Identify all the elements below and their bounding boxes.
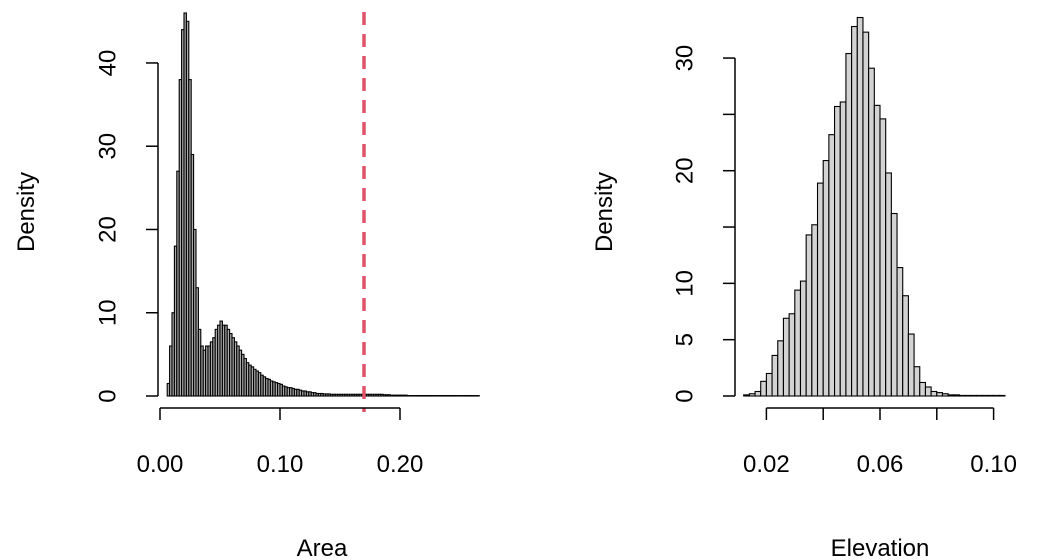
elevation-bar-33 bbox=[930, 390, 938, 397]
elevation-x-tick-label-2: 0.06 bbox=[857, 451, 904, 478]
elevation-bar-40 bbox=[970, 394, 978, 397]
area-y-tick-label-0: 0 bbox=[95, 389, 122, 402]
elevation-bar-12 bbox=[811, 224, 819, 397]
elevation-y-tick-label-6: 30 bbox=[672, 45, 699, 72]
area-y-axis: 0 10 20 30 40 bbox=[95, 50, 159, 403]
elevation-bar-2 bbox=[754, 390, 762, 397]
elevation-bar-39 bbox=[964, 394, 972, 397]
elevation-bar-11 bbox=[805, 234, 813, 397]
elevation-x-axis: 0.02 0.06 0.10 bbox=[743, 407, 1017, 478]
elevation-bar-18 bbox=[845, 52, 853, 397]
elevation-y-tick-label-1: 5 bbox=[672, 333, 699, 346]
elevation-bar-34 bbox=[936, 392, 944, 397]
elevation-bar-26 bbox=[890, 212, 898, 397]
elevation-bar-42 bbox=[981, 394, 989, 397]
elevation-x-tick-label-0: 0.02 bbox=[743, 451, 790, 478]
area-x-tick-label-2: 0.20 bbox=[377, 451, 424, 478]
area-y-tick-label-2: 20 bbox=[95, 216, 122, 243]
elevation-y-axis: 0 5 10 20 30 bbox=[672, 45, 736, 403]
elevation-bar-7 bbox=[782, 317, 790, 397]
elevation-bar-38 bbox=[958, 394, 966, 397]
area-bars bbox=[166, 12, 480, 397]
elevation-bar-1 bbox=[748, 393, 756, 397]
elevation-bar-20 bbox=[856, 16, 864, 397]
elevation-bar-44 bbox=[993, 394, 1000, 397]
elevation-bar-13 bbox=[816, 182, 824, 397]
elevation-bar-25 bbox=[885, 172, 892, 397]
elevation-bar-23 bbox=[873, 104, 881, 397]
elevation-bar-36 bbox=[947, 394, 955, 397]
elevation-bar-32 bbox=[924, 386, 932, 397]
elevation-bar-22 bbox=[868, 67, 875, 397]
elevation-bar-0 bbox=[743, 394, 750, 397]
elevation-bar-24 bbox=[879, 118, 887, 397]
elevation-bars bbox=[743, 16, 1006, 397]
area-y-tick-label-3: 30 bbox=[95, 133, 122, 160]
area-x-tick-label-1: 0.10 bbox=[257, 451, 304, 478]
area-y-tick-label-4: 40 bbox=[95, 50, 122, 77]
area-y-tick-label-1: 10 bbox=[95, 299, 122, 326]
elevation-bar-43 bbox=[987, 394, 995, 397]
elevation-y-tick-label-0: 0 bbox=[672, 389, 699, 402]
elevation-x-tick-label-4: 0.10 bbox=[970, 451, 1017, 478]
elevation-bar-29 bbox=[907, 333, 915, 397]
elevation-bar-37 bbox=[953, 394, 961, 397]
elevation-bar-9 bbox=[794, 289, 802, 397]
area-x-axis: 0.00 0.10 0.20 bbox=[137, 407, 424, 478]
elevation-bar-3 bbox=[760, 380, 767, 397]
elevation-bar-28 bbox=[902, 295, 909, 397]
elevation-bar-15 bbox=[828, 134, 836, 397]
elevation-bar-17 bbox=[839, 101, 847, 397]
elevation-bar-45 bbox=[998, 394, 1006, 397]
elevation-bar-6 bbox=[777, 340, 784, 397]
elevation-bar-19 bbox=[851, 25, 858, 397]
elevation-bar-8 bbox=[788, 313, 796, 397]
elevation-bar-31 bbox=[919, 381, 926, 397]
area-histogram: 0.00 0.10 0.20 0 10 20 30 40 Area Density bbox=[13, 12, 480, 560]
elevation-bar-14 bbox=[822, 160, 830, 397]
elevation-bar-27 bbox=[896, 267, 904, 397]
elevation-x-axis-label: Elevation bbox=[831, 535, 930, 560]
area-x-tick-label-0: 0.00 bbox=[137, 451, 184, 478]
elevation-bar-4 bbox=[765, 372, 773, 397]
elevation-bar-16 bbox=[834, 105, 841, 397]
area-x-axis-label: Area bbox=[297, 535, 348, 560]
elevation-bar-21 bbox=[862, 31, 870, 397]
elevation-bar-35 bbox=[941, 393, 949, 397]
elevation-y-axis-label: Density bbox=[591, 172, 618, 252]
elevation-bar-10 bbox=[799, 280, 807, 397]
elevation-bar-41 bbox=[976, 394, 983, 397]
elevation-y-tick-label-4: 20 bbox=[672, 157, 699, 184]
elevation-bar-30 bbox=[913, 366, 921, 397]
elevation-y-tick-label-2: 10 bbox=[672, 270, 699, 297]
area-y-axis-label: Density bbox=[13, 172, 40, 252]
elevation-histogram: 0.02 0.06 0.10 0 5 10 20 30 Elevation Density bbox=[591, 16, 1017, 560]
elevation-bar-5 bbox=[771, 354, 779, 397]
